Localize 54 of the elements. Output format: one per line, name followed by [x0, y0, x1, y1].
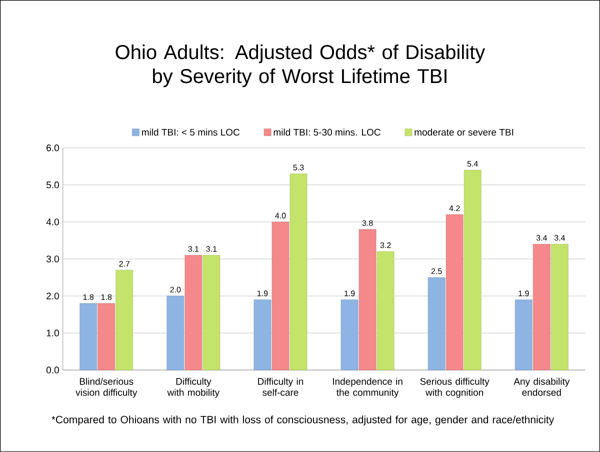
bar — [116, 270, 134, 370]
data-label: 5.4 — [467, 161, 478, 167]
x-tick-label: Difficulty in self-care — [258, 378, 304, 396]
data-label: 2.0 — [170, 286, 181, 293]
data-label: 2.5 — [431, 268, 442, 274]
bar — [340, 300, 358, 370]
x-tick-label: Any disability endorsed — [514, 378, 570, 396]
data-label: 1.8 — [83, 294, 94, 300]
bar — [290, 174, 308, 370]
text: *Compared to Ohioans with no TBI with loss of consciousness, adjusted for age, gender and race/ethnicity — [52, 416, 554, 426]
bar — [376, 251, 394, 370]
bar — [428, 277, 446, 370]
data-label: 3.4 — [536, 235, 547, 241]
bar — [551, 244, 568, 370]
y-tick-label: 0.0 — [46, 366, 59, 374]
data-label: 1.9 — [258, 290, 268, 296]
bar — [80, 303, 98, 370]
data-label: 1.9 — [518, 290, 529, 296]
y-tick-label: 6.0 — [46, 144, 59, 152]
bar — [514, 300, 532, 370]
bar — [98, 303, 116, 370]
x-tick-label: Blind/serious vision difficulty — [76, 378, 138, 398]
bar — [166, 296, 184, 370]
chart-title: Ohio Adults: Adjusted Odds* of Disability by Severity of Worst Lifetime TBI — [116, 44, 486, 88]
x-tick-label: Difficulty with mobility — [167, 378, 220, 398]
y-tick-label: 4.0 — [46, 218, 59, 226]
data-label: 3.1 — [188, 246, 199, 252]
data-label: 5.3 — [293, 164, 304, 170]
bar — [358, 229, 376, 370]
x-tick-label: Serious difficulty with cognition — [420, 378, 490, 398]
bar — [533, 244, 550, 370]
y-tick-label: 2.0 — [46, 292, 59, 300]
bar — [184, 255, 202, 370]
data-label: 1.9 — [344, 290, 355, 296]
data-label: 3.2 — [380, 242, 391, 248]
data-label: 2.7 — [119, 261, 130, 267]
y-tick-label: 1.0 — [46, 330, 59, 336]
y-tick-label: 3.0 — [46, 256, 59, 262]
data-label: 3.4 — [554, 235, 566, 241]
y-tick-label: 5.0 — [46, 182, 59, 188]
bar — [446, 214, 464, 370]
legend-label: mild TBI: < 5 mins LOC — [142, 128, 240, 136]
data-label: 3.8 — [362, 220, 373, 226]
data-label: 4.2 — [449, 206, 460, 212]
bar — [272, 222, 290, 370]
x-tick-label: Independence in the community — [333, 378, 402, 398]
data-label: 1.8 — [101, 294, 112, 300]
data-label: 4.0 — [275, 212, 286, 218]
legend-label: moderate or severe TBI — [414, 128, 514, 136]
bar — [254, 300, 272, 370]
bar — [202, 255, 220, 370]
data-label: 3.1 — [206, 246, 217, 252]
legend-label: mild TBI: 5-30 mins. LOC — [274, 128, 380, 136]
bar — [464, 170, 482, 370]
